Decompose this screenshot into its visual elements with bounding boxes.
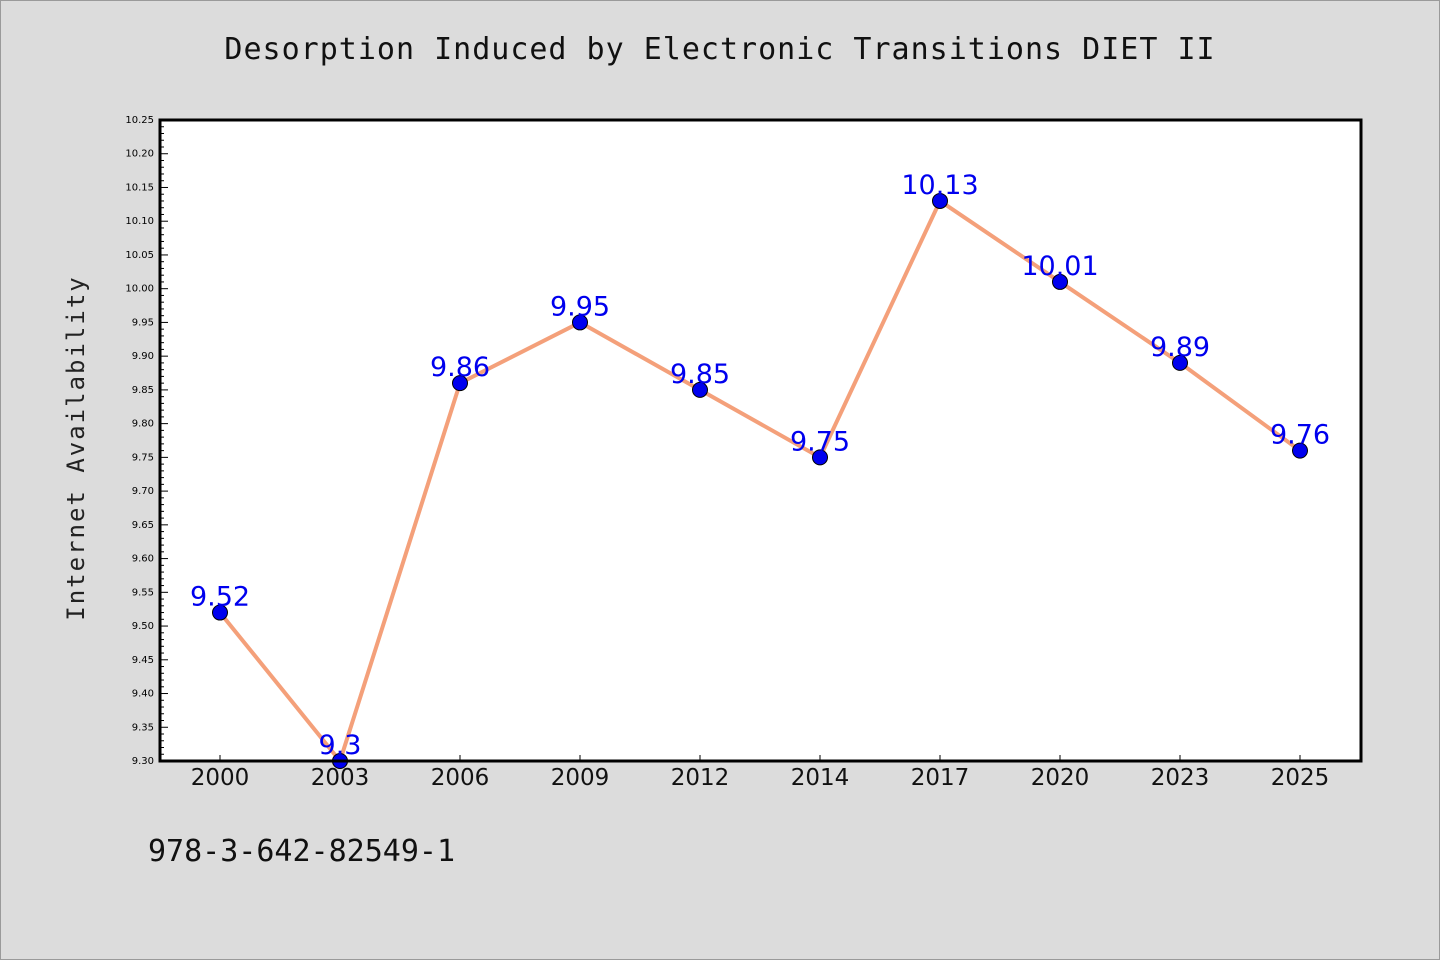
data-label: 9.86 bbox=[430, 352, 490, 383]
data-point bbox=[932, 192, 948, 209]
y-tick-label: 9.95 bbox=[132, 317, 154, 328]
plot-area bbox=[160, 120, 1361, 761]
y-tick-label: 9.90 bbox=[132, 351, 154, 362]
x-tick-label: 2012 bbox=[671, 765, 730, 791]
x-tick-label: 2000 bbox=[191, 765, 250, 791]
y-tick-label: 9.80 bbox=[132, 419, 154, 430]
y-tick-label: 9.35 bbox=[132, 722, 154, 733]
series-layer: 9.52 9.3 9.86 9.95 9.85 9.75 10.13 10.01 9.89 9.7… bbox=[190, 170, 1330, 769]
data-point bbox=[1292, 442, 1308, 459]
y-tick-label: 10.20 bbox=[125, 149, 154, 160]
y-tick-label: 9.75 bbox=[132, 452, 154, 463]
data-point bbox=[212, 604, 228, 621]
x-tick-label: 2023 bbox=[1151, 765, 1210, 791]
data-label: 10.01 bbox=[1021, 251, 1098, 282]
data-point bbox=[812, 449, 828, 466]
data-label: 9.75 bbox=[790, 426, 850, 457]
plot-border bbox=[158, 118, 1363, 763]
x-tick-label: 2025 bbox=[1271, 765, 1330, 791]
y-tick-label: 9.65 bbox=[132, 520, 154, 531]
y-tick-label: 9.40 bbox=[132, 689, 154, 700]
data-point bbox=[1172, 354, 1188, 371]
data-label: 9.3 bbox=[319, 730, 362, 761]
data-point bbox=[692, 381, 708, 398]
data-point bbox=[452, 375, 468, 392]
series-line bbox=[218, 198, 1302, 763]
data-point bbox=[572, 314, 588, 331]
data-label: 9.76 bbox=[1270, 420, 1330, 451]
y-tick-label: 9.60 bbox=[132, 554, 154, 565]
y-tick-label: 10.10 bbox=[125, 216, 154, 227]
x-tick-label: 2009 bbox=[551, 765, 610, 791]
y-tick-label: 9.45 bbox=[132, 655, 154, 666]
x-tick-label: 2014 bbox=[791, 765, 850, 791]
data-label: 9.52 bbox=[190, 582, 250, 613]
x-tick-label: 2003 bbox=[311, 765, 370, 791]
data-label: 10.13 bbox=[901, 170, 978, 201]
x-axis: 2000 2003 2006 2009 2012 2014 2017 2020 2023 2025 bbox=[191, 755, 1330, 791]
y-tick-label: 10.05 bbox=[125, 250, 154, 261]
y-tick-label: 9.30 bbox=[132, 756, 154, 767]
data-label: 9.89 bbox=[1150, 332, 1210, 363]
data-label: 9.95 bbox=[550, 291, 610, 322]
x-tick-label: 2006 bbox=[431, 765, 490, 791]
y-axis: 9.30 9.35 9.40 9.45 9.50 9.55 9.60 9.65 9.70 9.75… bbox=[125, 115, 168, 767]
x-tick-label: 2017 bbox=[911, 765, 970, 791]
data-label: 9.85 bbox=[670, 359, 730, 390]
y-tick-label: 10.15 bbox=[125, 182, 154, 193]
y-tick-label: 9.85 bbox=[132, 385, 154, 396]
y-tick-label: 10.25 bbox=[125, 115, 154, 126]
isbn-label: 978-3-642-82549-1 bbox=[148, 834, 456, 869]
y-tick-label: 10.00 bbox=[125, 284, 154, 295]
data-point bbox=[1052, 273, 1068, 290]
x-tick-label: 2020 bbox=[1031, 765, 1090, 791]
y-tick-label: 9.70 bbox=[132, 486, 154, 497]
chart-title: Desorption Induced by Electronic Transit… bbox=[224, 32, 1216, 67]
y-tick-label: 9.55 bbox=[132, 587, 154, 598]
y-tick-label: 9.50 bbox=[132, 621, 154, 632]
